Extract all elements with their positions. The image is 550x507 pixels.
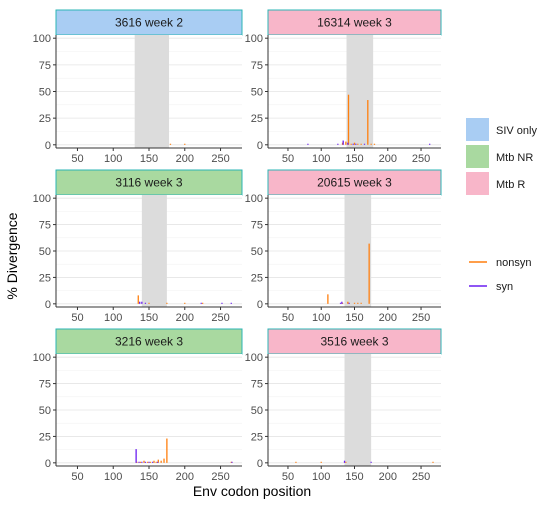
facet-title: 3616 week 2 xyxy=(115,16,183,30)
facet-title: 3516 week 3 xyxy=(320,335,388,349)
legend-key-fill xyxy=(466,145,489,168)
y-tick-label: 0 xyxy=(45,299,51,311)
x-tick-label: 50 xyxy=(282,153,294,165)
y-tick-label: 75 xyxy=(39,220,51,232)
x-tick-label: 50 xyxy=(282,312,294,324)
x-tick-label: 250 xyxy=(412,153,430,165)
y-tick-label: 75 xyxy=(251,379,263,391)
x-tick-label: 150 xyxy=(345,471,363,483)
x-tick-label: 250 xyxy=(412,312,430,324)
y-tick-label: 100 xyxy=(33,193,51,205)
y-tick-label: 75 xyxy=(251,220,263,232)
legend-key-fill xyxy=(466,172,489,195)
shaded-region xyxy=(346,35,374,148)
facet-panel: 20615 week 3 0 25 50 75 100 50 100 150 200 250 xyxy=(245,169,442,324)
x-axis-title: Env codon position xyxy=(193,483,311,499)
y-tick-label: 50 xyxy=(39,405,51,417)
y-tick-label: 100 xyxy=(245,33,263,45)
x-tick-label: 100 xyxy=(104,471,122,483)
x-tick-label: 150 xyxy=(345,153,363,165)
legend-label: nonsyn xyxy=(496,257,531,269)
y-tick-label: 0 xyxy=(257,140,263,152)
facet-panel: 3516 week 3 0 25 50 75 100 50 100 150 200 250 xyxy=(245,328,442,483)
x-tick-label: 100 xyxy=(312,153,330,165)
legend-label: syn xyxy=(496,281,513,293)
y-tick-label: 75 xyxy=(39,379,51,391)
x-tick-label: 200 xyxy=(379,312,397,324)
legend-label: SIV only xyxy=(496,125,537,137)
y-tick-label: 25 xyxy=(39,431,51,443)
legend-label: Mtb NR xyxy=(496,152,533,164)
legend: SIV only Mtb NR Mtb R nonsyn syn xyxy=(466,118,537,293)
y-tick-label: 0 xyxy=(257,458,263,470)
facet-title: 20615 week 3 xyxy=(317,176,392,190)
x-tick-label: 200 xyxy=(379,153,397,165)
facet-panel: 3116 week 3 0 25 50 75 100 50 100 150 200 250 xyxy=(33,169,243,324)
facet-strip xyxy=(55,169,243,196)
x-tick-label: 200 xyxy=(176,153,194,165)
facet-panel: 16314 week 3 0 25 50 75 100 50 100 150 200 250 xyxy=(245,9,442,165)
y-axis-title: % Divergence xyxy=(4,212,20,299)
x-tick-label: 50 xyxy=(71,312,83,324)
x-tick-label: 250 xyxy=(211,153,229,165)
y-tick-label: 100 xyxy=(245,193,263,205)
y-tick-label: 25 xyxy=(251,272,263,284)
y-tick-label: 100 xyxy=(33,352,51,364)
x-tick-label: 250 xyxy=(211,471,229,483)
y-tick-label: 0 xyxy=(45,140,51,152)
facet-strip xyxy=(267,9,442,36)
x-tick-label: 150 xyxy=(140,471,158,483)
x-tick-label: 150 xyxy=(140,153,158,165)
y-tick-label: 50 xyxy=(39,87,51,99)
y-tick-label: 50 xyxy=(251,87,263,99)
y-tick-label: 25 xyxy=(251,113,263,125)
y-tick-label: 0 xyxy=(257,299,263,311)
x-tick-label: 250 xyxy=(211,312,229,324)
x-tick-label: 150 xyxy=(345,312,363,324)
facet-strip xyxy=(55,9,243,36)
x-tick-label: 50 xyxy=(282,471,294,483)
legend-key-fill xyxy=(466,118,489,141)
facet-strip xyxy=(267,328,442,355)
facet-title: 16314 week 3 xyxy=(317,16,392,30)
y-tick-label: 50 xyxy=(39,246,51,258)
shaded-region xyxy=(141,195,167,307)
y-tick-label: 75 xyxy=(251,60,263,72)
facet-title: 3116 week 3 xyxy=(115,176,182,190)
y-tick-label: 25 xyxy=(251,431,263,443)
x-tick-label: 50 xyxy=(71,471,83,483)
x-tick-label: 100 xyxy=(104,312,122,324)
x-tick-label: 250 xyxy=(412,471,430,483)
x-tick-label: 200 xyxy=(176,471,194,483)
y-tick-label: 25 xyxy=(39,272,51,284)
x-tick-label: 100 xyxy=(104,153,122,165)
shaded-region xyxy=(134,35,170,148)
legend-label: Mtb R xyxy=(496,179,525,191)
y-tick-label: 25 xyxy=(39,113,51,125)
y-tick-label: 50 xyxy=(251,405,263,417)
facet-strip xyxy=(267,169,442,196)
facet-panel: 3616 week 2 0 25 50 75 100 50 100 150 200 250 xyxy=(33,9,243,165)
y-tick-label: 50 xyxy=(251,246,263,258)
y-tick-label: 100 xyxy=(245,352,263,364)
shaded-region xyxy=(344,354,372,466)
facet-title: 3216 week 3 xyxy=(115,335,183,349)
x-tick-label: 200 xyxy=(379,471,397,483)
y-tick-label: 0 xyxy=(45,458,51,470)
shaded-region xyxy=(344,195,372,307)
x-tick-label: 100 xyxy=(312,312,330,324)
y-tick-label: 75 xyxy=(39,60,51,72)
x-tick-label: 200 xyxy=(176,312,194,324)
y-tick-label: 100 xyxy=(33,33,51,45)
x-tick-label: 50 xyxy=(71,153,83,165)
facet-panel: 3216 week 3 0 25 50 75 100 50 100 150 200 250 xyxy=(33,328,243,483)
x-tick-label: 100 xyxy=(312,471,330,483)
x-tick-label: 150 xyxy=(140,312,158,324)
